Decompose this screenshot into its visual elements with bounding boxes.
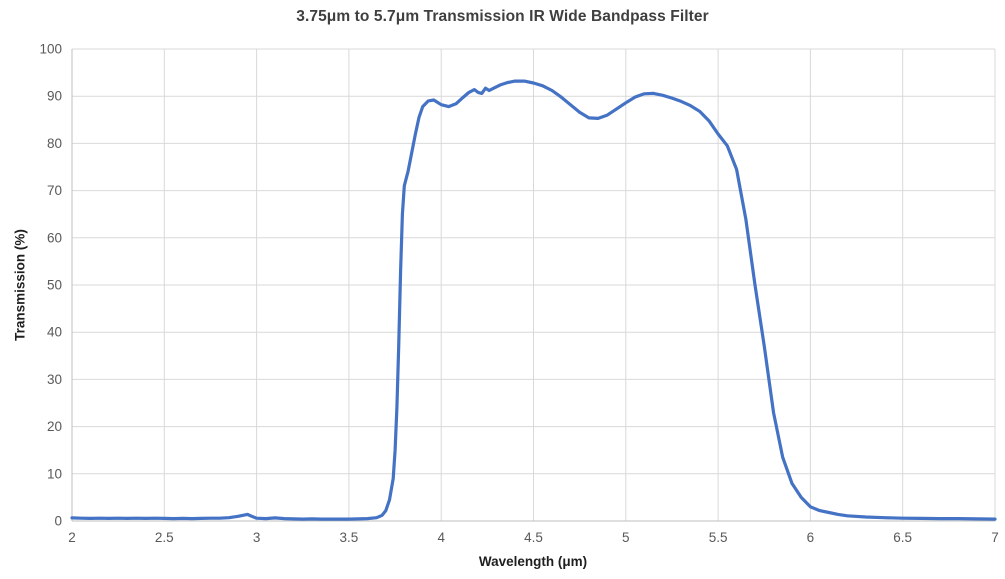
x-tick-label: 4	[437, 530, 445, 545]
chart-title: 3.75μm to 5.7μm Transmission IR Wide Ban…	[296, 8, 709, 25]
y-tick-label: 90	[47, 89, 62, 104]
y-tick-label: 30	[47, 372, 62, 387]
x-tick-label: 6.5	[893, 530, 912, 545]
y-tick-label: 40	[47, 325, 62, 340]
x-tick-label: 2	[68, 530, 76, 545]
x-tick-label: 3.5	[340, 530, 359, 545]
y-tick-label: 100	[39, 42, 62, 57]
y-tick-label: 80	[47, 136, 62, 151]
x-tick-label: 2.5	[155, 530, 174, 545]
x-tick-label: 3	[253, 530, 261, 545]
y-tick-label: 20	[47, 419, 62, 434]
x-tick-label: 4.5	[524, 530, 543, 545]
y-tick-label: 60	[47, 230, 62, 245]
series-line-transmission	[70, 79, 997, 521]
x-tick-label: 7	[991, 530, 999, 545]
x-tick-label: 5.5	[709, 530, 728, 545]
y-tick-label: 70	[47, 183, 62, 198]
x-axis-title: Wavelength (μm)	[478, 554, 588, 569]
y-tick-label: 10	[47, 466, 62, 481]
y-tick-label: 50	[47, 278, 62, 293]
x-tick-label: 5	[622, 530, 630, 545]
y-tick-label: 0	[54, 514, 62, 529]
x-tick-label: 6	[807, 530, 815, 545]
